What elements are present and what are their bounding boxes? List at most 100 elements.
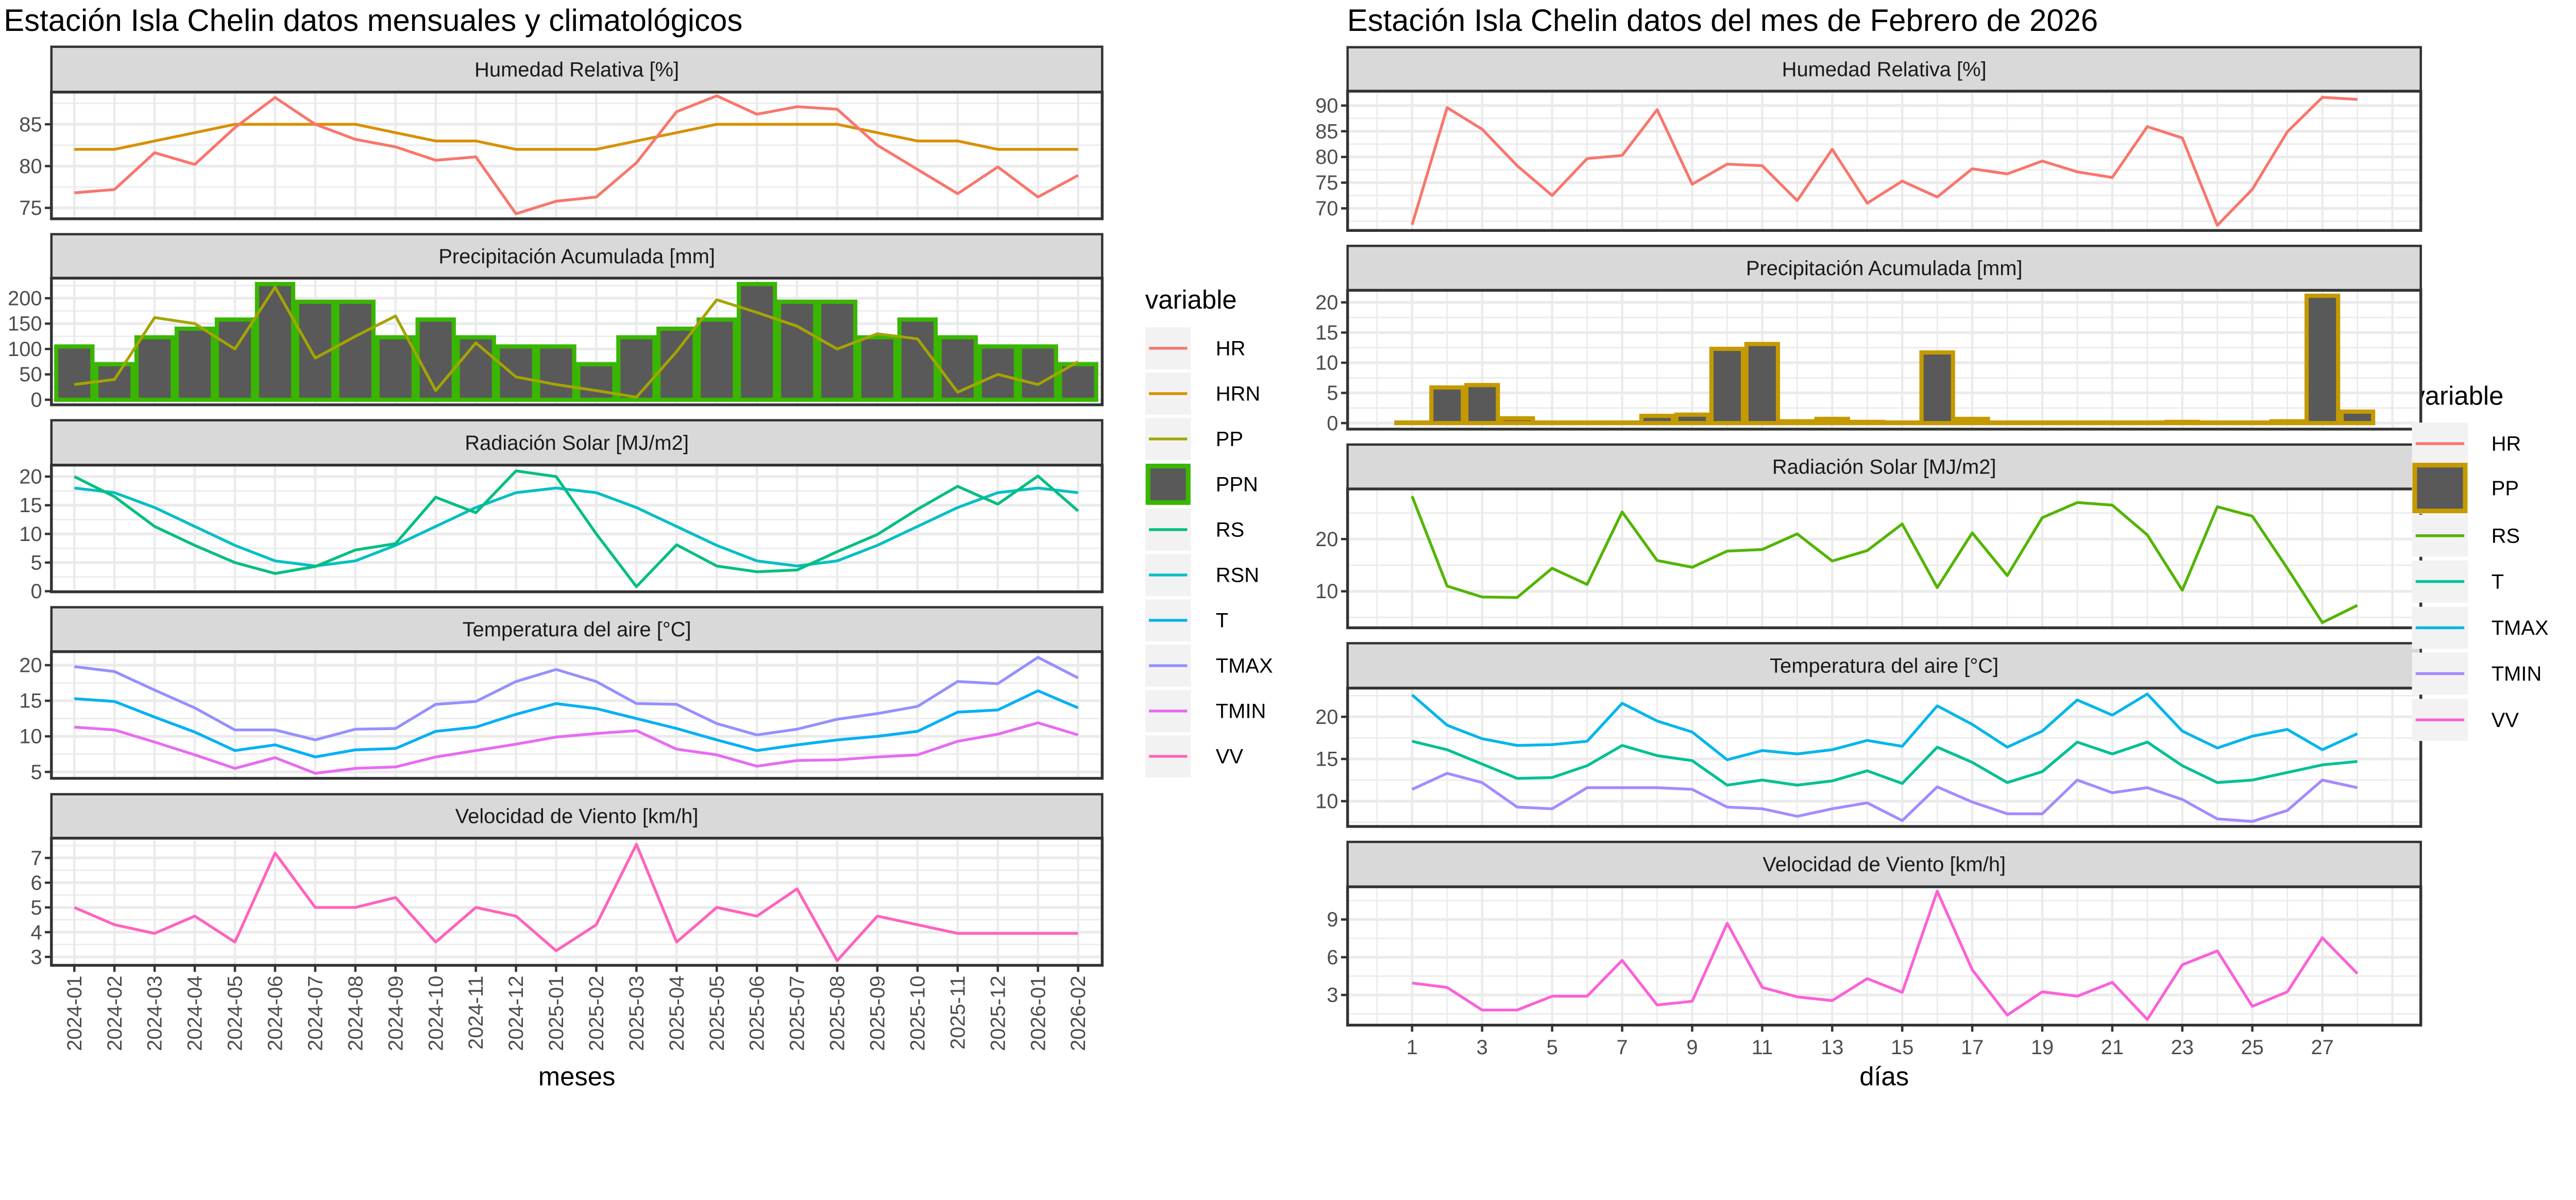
panel-strip-title: Humedad Relativa [%] <box>1782 58 1987 81</box>
panel-border <box>1346 90 2422 232</box>
y-tick-label: 80 <box>19 155 42 178</box>
panel-1-0: Humedad Relativa [%] 70 75 80 85 90 <box>1315 46 2422 232</box>
bar-PP <box>1464 383 1500 426</box>
y-tick-label: 90 <box>1315 94 1338 117</box>
panel-background <box>51 651 1103 779</box>
y-tick-label: 10 <box>1315 790 1338 813</box>
bar-PP <box>2199 420 2235 426</box>
panel-strip-title: Precipitación Acumulada [mm] <box>1746 257 2023 280</box>
series-line-HR <box>74 94 1079 215</box>
bar-PP <box>1394 420 1430 426</box>
x-tick-label: 1 <box>1406 1036 1418 1059</box>
panel-border <box>1346 885 2422 1027</box>
bar-PPN <box>415 317 456 402</box>
bar-PPN <box>255 282 296 402</box>
x-tick-label: 2024-05 <box>224 975 247 1051</box>
panel-1-3: Temperatura del aire [°C] 10 15 20 <box>1315 642 2422 828</box>
x-tick-label: 15 <box>1891 1036 1913 1059</box>
panel-strip <box>50 419 1104 467</box>
y-tick-label: 6 <box>1327 946 1338 969</box>
bar-PPN <box>536 344 577 402</box>
series-line-VV <box>1412 889 2359 1021</box>
panel-strip-title: Velocidad de Viento [km/h] <box>1762 853 2006 876</box>
bar-PPN <box>937 335 978 402</box>
x-tick-label: 13 <box>1821 1036 1843 1059</box>
x-tick-label: 2026-02 <box>1067 975 1090 1051</box>
x-tick-label: 2024-12 <box>505 975 528 1051</box>
y-tick-label: 15 <box>19 690 42 713</box>
right-legend-title: variable <box>2412 381 2504 411</box>
legend-label-RS: RS <box>2492 525 2520 547</box>
bar-PP <box>1919 350 1955 426</box>
bar-PP <box>1814 416 1850 426</box>
bar-PP <box>2304 293 2341 426</box>
bar-PP <box>1849 419 1885 426</box>
climate-dashboard: Estación Isla Chelin datos mensuales y c… <box>4 3 2549 1089</box>
y-tick-label: 20 <box>1315 706 1338 729</box>
x-tick-label: 2024-09 <box>384 975 407 1051</box>
y-tick-label: 10 <box>19 523 42 546</box>
bar-PP <box>1989 420 2025 426</box>
x-tick-label: 2025-06 <box>746 975 769 1051</box>
x-tick-label: 2025-08 <box>826 975 849 1051</box>
x-tick-label: 2025-12 <box>987 975 1009 1051</box>
y-tick-label: 85 <box>19 113 42 136</box>
x-tick-label: 2024-01 <box>63 975 86 1051</box>
series-line-TMAX <box>1411 692 2358 762</box>
panel-background <box>1347 688 2421 827</box>
panel-border <box>50 91 1104 221</box>
bar-PPN <box>616 335 657 402</box>
x-tick-label: 2025-04 <box>666 975 688 1051</box>
y-tick-label: 80 <box>1315 146 1338 168</box>
series-line-PP <box>74 285 1079 399</box>
x-tick-label: 27 <box>2311 1036 2333 1059</box>
bar-PPN <box>897 317 938 402</box>
legend-key-bar-PPN <box>1145 464 1191 505</box>
panel-strip-title: Humedad Relativa [%] <box>474 58 679 81</box>
bar-PPN <box>375 335 416 402</box>
legend-label-PP: PP <box>1216 428 1243 451</box>
legend-label-VV: VV <box>2492 709 2519 732</box>
y-tick-label: 10 <box>1315 352 1338 375</box>
legend-label-T: T <box>1216 610 1228 632</box>
series-line-TMIN <box>1411 772 2358 823</box>
x-tick-label: 2025-11 <box>946 975 969 1050</box>
panel-0-2: Radiación Solar [MJ/m2] 0 5 10 15 20 <box>19 419 1104 603</box>
panel-1-1: Precipitación Acumulada [mm] 0 5 10 15 20 <box>1315 244 2422 435</box>
chart-marks: Humedad Relativa [%]758085Precipitación … <box>8 45 2549 1059</box>
legend-label-RSN: RSN <box>1216 564 1259 587</box>
y-tick-label: 5 <box>1327 382 1338 404</box>
series-line-HR <box>1411 96 2358 227</box>
x-tick-label: 2024-06 <box>264 975 287 1051</box>
bar-PP <box>1569 420 1605 426</box>
bar-PPN <box>736 282 777 402</box>
y-tick-label: 150 <box>8 313 42 335</box>
y-tick-label: 15 <box>1315 322 1338 344</box>
x-tick-label: 5 <box>1547 1036 1558 1059</box>
y-tick-label: 10 <box>19 725 42 748</box>
y-tick-label: 20 <box>1315 528 1338 551</box>
bar-PPN <box>776 299 818 402</box>
bar-PP <box>2059 420 2095 426</box>
panel-strip-title: Radiación Solar [MJ/m2] <box>465 432 689 454</box>
legend-label-HR: HR <box>2492 433 2521 455</box>
bar-PPN <box>1018 344 1058 402</box>
panel-strip <box>50 233 1104 280</box>
series-line-RS <box>1411 496 2358 624</box>
panel-strip-title: Temperatura del aire [°C] <box>463 618 691 641</box>
bar-PP <box>2339 409 2376 426</box>
panel-background <box>51 465 1103 592</box>
panel-border <box>50 837 1104 967</box>
bar-PP <box>1534 420 1570 426</box>
panel-border <box>50 277 1104 407</box>
x-tick-label: 19 <box>2031 1036 2054 1059</box>
y-tick-label: 6 <box>30 872 42 894</box>
y-tick-label: 0 <box>1327 412 1338 435</box>
right-x-axis-title: días <box>1859 1062 1909 1089</box>
y-tick-label: 10 <box>1315 580 1338 603</box>
panel-border <box>1346 686 2422 828</box>
legend-label-HR: HR <box>1216 337 1246 360</box>
legend-1: HR PP RS T TMAX TMIN VV <box>2412 422 2549 741</box>
